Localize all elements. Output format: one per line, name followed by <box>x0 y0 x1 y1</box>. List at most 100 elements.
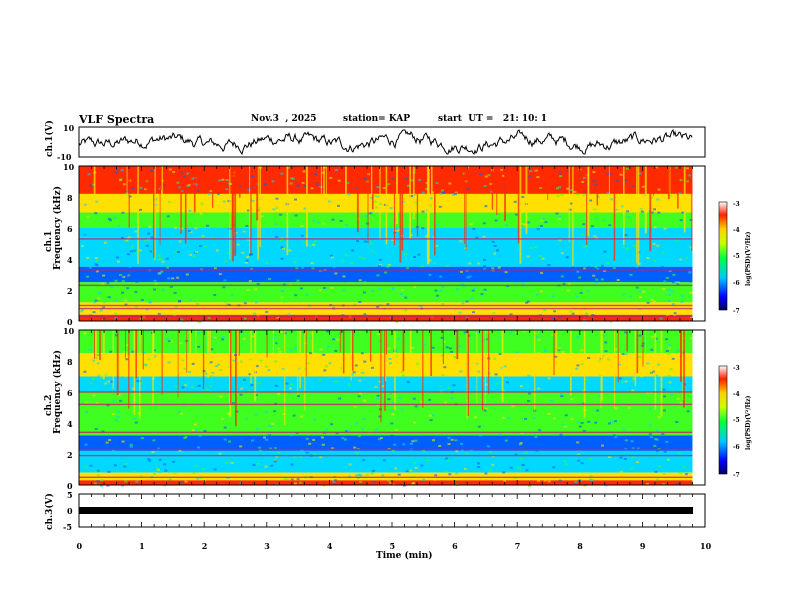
spec-speckle <box>690 303 694 306</box>
spec-speckle <box>370 472 374 475</box>
spec-speckle <box>638 356 642 358</box>
spec-speckle <box>283 477 287 480</box>
spec-speckle <box>476 363 480 366</box>
spec-burst <box>244 166 246 187</box>
spec-speckle <box>569 310 573 313</box>
spec-speckle <box>352 371 356 374</box>
spec-speckle <box>589 199 593 202</box>
spec-speckle <box>86 367 90 370</box>
spec-speckle <box>454 439 458 442</box>
spec-speckle <box>124 480 128 483</box>
spec-speckle <box>465 316 469 319</box>
spec-speckle <box>376 186 380 189</box>
spec-burst <box>184 166 187 244</box>
spec-speckle <box>533 432 537 435</box>
spec-speckle <box>240 368 244 371</box>
spec-speckle <box>275 455 279 458</box>
spec-speckle <box>355 186 358 189</box>
spec-speckle <box>651 460 655 463</box>
spec-speckle <box>92 359 96 362</box>
spec-burst <box>583 330 586 418</box>
spec-speckle <box>553 424 557 427</box>
spec-speckle <box>476 242 480 245</box>
spec-speckle <box>653 226 657 229</box>
spec-hline <box>79 391 693 393</box>
spec-speckle <box>191 177 195 180</box>
spec-speckle <box>452 193 456 196</box>
spec-speckle <box>620 410 624 413</box>
spec-speckle <box>322 287 326 289</box>
spec-speckle <box>606 262 609 264</box>
spec-speckle <box>509 313 513 316</box>
spec-speckle <box>315 460 319 463</box>
spec-speckle <box>577 302 581 305</box>
spec-speckle <box>634 239 638 242</box>
spec-speckle <box>181 359 185 362</box>
spec-speckle <box>178 300 182 303</box>
spec-speckle <box>225 461 229 464</box>
spec-speckle <box>448 473 452 476</box>
spec-speckle <box>204 372 208 375</box>
spec-speckle <box>152 439 156 442</box>
spec-speckle <box>440 385 444 388</box>
spec-burst <box>464 166 466 244</box>
spec-speckle <box>363 177 367 180</box>
spec-speckle <box>274 447 277 450</box>
spec-speckle <box>678 192 682 195</box>
spec-speckle <box>274 384 278 387</box>
spec-speckle <box>282 300 286 303</box>
spec-speckle <box>448 347 452 350</box>
spec-speckle <box>600 278 604 281</box>
ch3-panel: ch.3(V) 5 0 -5 <box>44 490 706 532</box>
x-tick-label: 9 <box>640 541 646 551</box>
spec-speckle <box>381 474 385 477</box>
spec-speckle <box>119 178 123 181</box>
spec-speckle <box>180 412 184 415</box>
spec-speckle <box>121 291 124 294</box>
spec-speckle <box>250 384 254 387</box>
spec-speckle <box>411 482 415 484</box>
spec-speckle <box>275 197 279 200</box>
spec-speckle <box>422 341 426 344</box>
spec-speckle <box>170 225 174 228</box>
spec-speckle <box>259 359 263 362</box>
spec-speckle <box>295 241 299 244</box>
spec-speckle <box>552 417 556 420</box>
spec-speckle <box>251 335 255 338</box>
spec-speckle <box>245 417 249 420</box>
spec-speckle <box>686 167 689 170</box>
spec-speckle <box>218 273 222 276</box>
spec-speckle <box>189 298 193 301</box>
spec-speckle <box>80 402 84 405</box>
spec-speckle <box>124 299 128 302</box>
spec-speckle <box>551 333 555 336</box>
spec-speckle <box>107 217 111 220</box>
spec-speckle <box>359 392 363 395</box>
spec-speckle <box>643 299 647 302</box>
spec-speckle <box>465 452 469 455</box>
spec-speckle <box>107 357 111 360</box>
spec-speckle <box>344 223 348 226</box>
spec-speckle <box>558 172 562 175</box>
spec-speckle <box>373 200 377 203</box>
spec-speckle <box>220 355 224 358</box>
spec-speckle <box>646 205 650 208</box>
spec-burst <box>139 330 141 420</box>
spec-speckle <box>646 362 650 365</box>
spec-speckle <box>491 240 495 243</box>
spec-speckle <box>299 287 303 290</box>
spec-speckle <box>90 408 94 411</box>
spec-speckle <box>655 449 659 452</box>
spec-speckle <box>254 288 258 291</box>
spec-speckle <box>523 330 527 333</box>
spec-speckle <box>603 250 607 253</box>
spec-speckle <box>89 464 93 467</box>
spec-speckle <box>371 469 375 472</box>
spec-speckle <box>99 374 103 377</box>
spec-burst <box>180 166 182 234</box>
spec-speckle <box>421 450 425 453</box>
spec-speckle <box>92 394 96 397</box>
spec-speckle <box>466 226 470 229</box>
spec-burst <box>426 166 429 265</box>
spec-speckle <box>209 190 213 193</box>
